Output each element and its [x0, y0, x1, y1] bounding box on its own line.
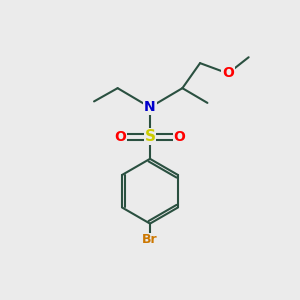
Text: Br: Br [142, 233, 158, 246]
Text: N: N [144, 100, 156, 114]
Text: S: S [145, 129, 155, 144]
Text: O: O [173, 130, 185, 144]
Text: O: O [222, 66, 234, 80]
Text: O: O [115, 130, 127, 144]
